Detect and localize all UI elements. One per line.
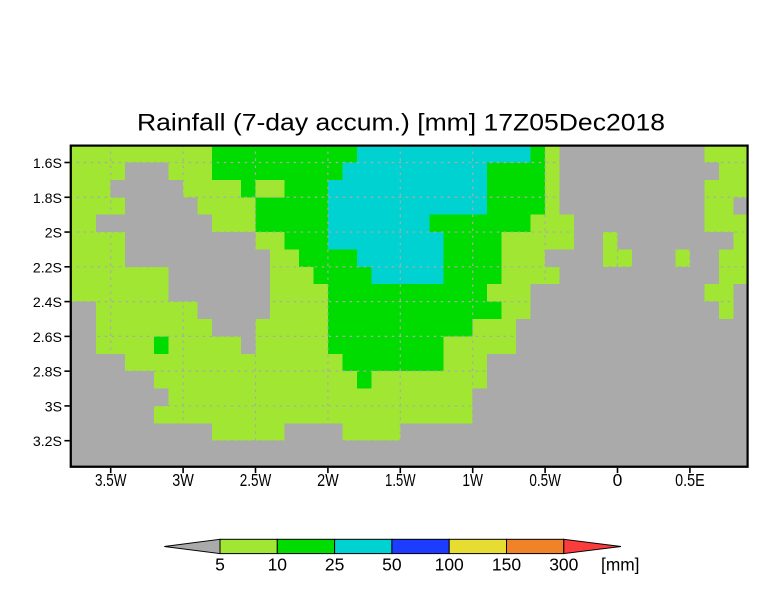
- svg-text:0: 0: [613, 470, 623, 490]
- svg-text:300: 300: [549, 554, 578, 574]
- svg-text:100: 100: [435, 554, 464, 574]
- svg-text:2.5W: 2.5W: [240, 470, 272, 490]
- svg-text:1W: 1W: [462, 470, 483, 490]
- svg-text:1.6S: 1.6S: [33, 156, 62, 172]
- svg-text:2.4S: 2.4S: [33, 295, 62, 311]
- svg-text:2W: 2W: [317, 470, 339, 490]
- svg-text:1.5W: 1.5W: [385, 470, 416, 490]
- svg-text:3W: 3W: [172, 470, 194, 490]
- svg-text:10: 10: [268, 554, 288, 574]
- svg-text:0.5W: 0.5W: [529, 470, 561, 490]
- svg-text:150: 150: [492, 554, 521, 574]
- svg-text:2S: 2S: [45, 226, 62, 242]
- svg-text:3.2S: 3.2S: [33, 434, 62, 450]
- svg-text:0.5E: 0.5E: [675, 470, 705, 490]
- svg-text:50: 50: [382, 554, 402, 574]
- svg-text:3.5W: 3.5W: [95, 470, 127, 490]
- svg-text:[mm]: [mm]: [601, 554, 640, 574]
- svg-text:2.8S: 2.8S: [33, 365, 62, 381]
- svg-text:3S: 3S: [45, 399, 62, 415]
- svg-text:Rainfall (7-day accum.) [mm] 1: Rainfall (7-day accum.) [mm] 17Z05Dec201…: [137, 111, 665, 137]
- svg-text:2.6S: 2.6S: [33, 330, 62, 346]
- svg-text:5: 5: [215, 554, 225, 574]
- svg-text:2.2S: 2.2S: [33, 260, 62, 276]
- svg-text:25: 25: [325, 554, 344, 574]
- svg-text:1.8S: 1.8S: [33, 191, 62, 207]
